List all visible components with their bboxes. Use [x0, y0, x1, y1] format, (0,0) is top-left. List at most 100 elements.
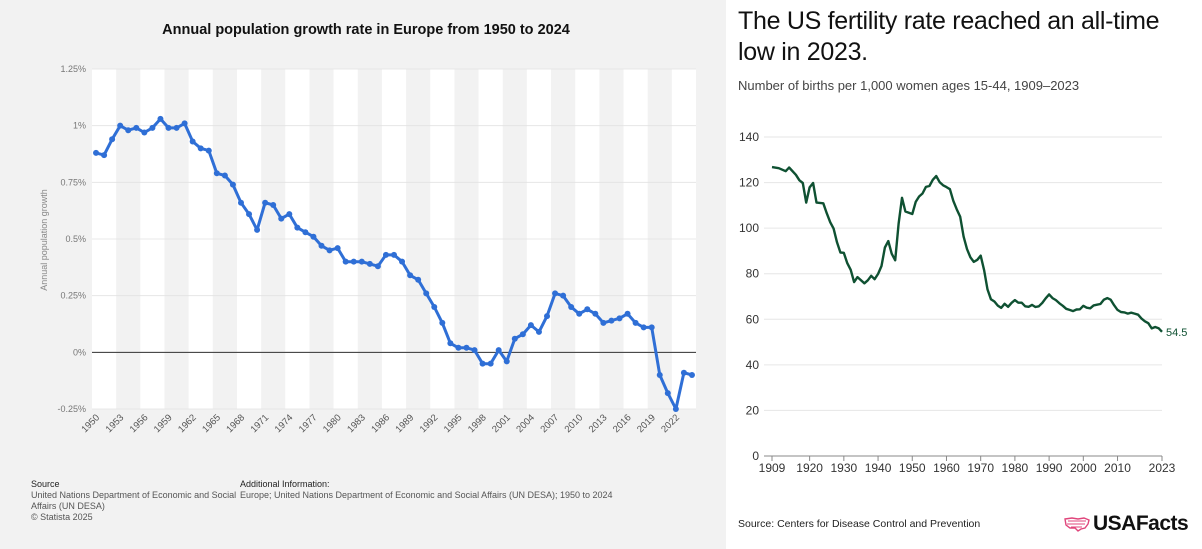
data-point [205, 147, 212, 154]
x-tick-label: 1950 [899, 461, 926, 475]
series-points [93, 115, 695, 412]
x-tick-label: 2022 [659, 412, 682, 435]
x-tick-label: 1920 [796, 461, 823, 475]
data-point [439, 319, 446, 326]
x-tick-label: 1930 [830, 461, 857, 475]
x-tick-label: 1962 [176, 412, 199, 435]
data-point [399, 258, 406, 265]
x-tick-labels: 1950 1953 1956 1959 1962 1965 1968 1971 1974 1977… [79, 412, 682, 435]
y-tick-label: 1% [73, 121, 86, 131]
data-point [680, 369, 687, 376]
data-point [149, 124, 156, 131]
data-point [391, 251, 397, 258]
x-tick-label: 1965 [200, 412, 223, 435]
x-tick-label: 1959 [152, 412, 175, 435]
data-point [616, 315, 623, 322]
fertility-rate-line [771, 165, 1163, 333]
y-tick-label: 40 [746, 358, 760, 372]
data-point [503, 358, 510, 365]
y-tick-label: 0 [752, 449, 759, 463]
usafacts-panel [726, 0, 1202, 549]
x-tick-label: 2001 [490, 412, 513, 435]
data-point [664, 390, 671, 397]
data-point [576, 310, 583, 317]
y-tick-label: 1.25% [60, 64, 86, 74]
data-point [632, 319, 639, 326]
fertility-chart-subtitle: Number of births per 1,000 women ages 15… [738, 78, 1080, 93]
data-point [125, 127, 132, 134]
y-axis-label: Annual population growth [39, 189, 49, 291]
y-tick-label: 120 [739, 176, 759, 190]
us-map-icon [1064, 517, 1090, 532]
data-point [511, 335, 518, 342]
data-point [334, 245, 341, 252]
x-tick-label: 1998 [466, 412, 489, 435]
data-point [415, 276, 422, 283]
data-point [262, 199, 269, 206]
x-tick-label: 1940 [865, 461, 892, 475]
data-point [286, 211, 293, 218]
source-block: Source United Nations Department of Econ… [31, 479, 236, 523]
source-label: Source [31, 479, 60, 489]
x-tick-label: 1980 [321, 412, 344, 435]
x-tick-labels: 1909 1920 1930 1940 1950 1960 1970 1980 1990 2000… [759, 456, 1176, 475]
data-point [310, 233, 317, 240]
additional-text: Europe; United Nations Department of Eco… [240, 490, 613, 500]
data-point [254, 226, 261, 233]
data-point [237, 199, 244, 206]
data-point [318, 242, 325, 249]
y-tick-label: 0.75% [60, 177, 86, 187]
y-tick-label: 140 [739, 130, 759, 144]
data-point [109, 136, 116, 143]
data-point [656, 372, 663, 378]
data-point [407, 272, 414, 279]
data-point [471, 347, 478, 354]
additional-label: Additional Information: [240, 479, 330, 489]
data-point [640, 324, 647, 331]
x-tick-label: 2004 [514, 412, 537, 435]
series-line [771, 165, 1163, 333]
x-tick-label: 2007 [538, 412, 561, 435]
data-point [382, 251, 389, 258]
data-point [560, 292, 567, 299]
additional-info-block: Additional Information: Europe; United N… [240, 479, 613, 501]
y-tick-labels: 1.25% 1% 0.75% 0.5% 0.25% 0% -0.25% [57, 64, 86, 414]
data-point [568, 304, 575, 310]
europe-growth-chart: 1.25%1%0.75%0.5%0.25%0%-0.25% 1950 1953 19… [39, 64, 696, 435]
data-point [173, 124, 180, 131]
x-tick-label: 1990 [1036, 461, 1063, 475]
y-tick-label: -0.25% [57, 404, 86, 414]
data-point [374, 263, 381, 270]
x-tick-label: 1971 [249, 412, 272, 435]
data-point [350, 258, 357, 265]
data-point [688, 372, 695, 378]
data-point [270, 202, 277, 208]
data-point [246, 211, 253, 218]
x-tick-label: 1977 [297, 412, 320, 435]
data-point [527, 322, 534, 329]
data-point [278, 215, 285, 222]
y-tick-label: 80 [746, 267, 760, 281]
y-tick-label: 60 [746, 312, 760, 326]
data-point [221, 172, 228, 179]
data-point [189, 138, 196, 145]
data-point [455, 344, 462, 351]
x-tick-label: 1956 [128, 412, 151, 435]
source-line-2: Affairs (UN DESA) [31, 501, 105, 511]
data-point [600, 319, 607, 326]
data-point [431, 304, 438, 310]
europe-chart-title: Annual population growth rate in Europe … [162, 22, 570, 38]
usafacts-logo[interactable]: USAFacts [1064, 512, 1189, 536]
fertility-source: Source: Centers for Disease Control and … [738, 518, 981, 530]
x-tick-label: 1995 [442, 412, 465, 435]
data-point [213, 170, 220, 177]
data-point [648, 324, 655, 331]
x-tick-label: 1970 [967, 461, 994, 475]
data-point [366, 260, 373, 267]
x-tick-label: 2000 [1070, 461, 1097, 475]
data-point [487, 360, 494, 367]
x-tick-label: 2016 [611, 412, 634, 435]
source-line-1: United Nations Department of Economic an… [31, 490, 237, 500]
x-tick-label: 1992 [418, 412, 441, 435]
